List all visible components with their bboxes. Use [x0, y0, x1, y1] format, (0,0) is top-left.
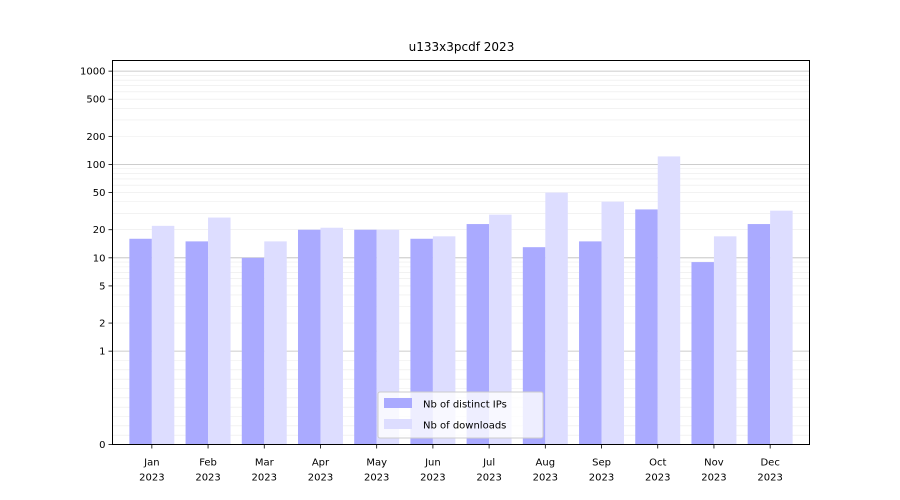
- bar-downloads-mar: [264, 241, 287, 445]
- x-tick-label: Oct 2023: [645, 458, 670, 484]
- y-tick-label: 50: [93, 188, 106, 199]
- bar-distinct-ips-sep: [579, 241, 602, 445]
- chart-title: u133x3pcdf 2023: [409, 40, 515, 54]
- plot-frame: [112, 60, 810, 445]
- bar-distinct-ips-nov: [691, 262, 714, 445]
- x-tick-label: Jan 2023: [139, 458, 164, 484]
- y-tick-label: 500: [86, 95, 105, 106]
- y-tick-label: 200: [86, 132, 105, 143]
- bar-distinct-ips-feb: [185, 241, 209, 445]
- legend-box: [377, 391, 544, 439]
- y-tick-label: 5: [99, 281, 105, 292]
- x-tick-label: Feb 2023: [195, 458, 220, 484]
- y-tick-label: 20: [93, 225, 106, 236]
- legend-label-downloads: Nb of downloads: [423, 421, 506, 432]
- y-tick-label: 100: [86, 160, 105, 171]
- x-tick-label: Sep 2023: [589, 458, 614, 484]
- y-tick-label: 0: [99, 440, 105, 451]
- bar-distinct-ips-jul: [466, 224, 490, 445]
- bar-downloads-dec: [770, 210, 793, 445]
- x-tick-label: Aug 2023: [533, 458, 558, 484]
- bar-downloads-jul: [489, 214, 512, 445]
- bar-downloads-nov: [713, 236, 737, 445]
- legend-swatch-downloads: [384, 419, 412, 429]
- bar-downloads-aug: [545, 192, 568, 445]
- x-tick-label: Mar 2023: [252, 458, 277, 484]
- legend-swatch-distinct-ips: [384, 398, 412, 408]
- bar-distinct-ips-apr: [297, 229, 321, 445]
- bar-distinct-ips-jan: [129, 238, 152, 445]
- bar-distinct-ips-oct: [635, 209, 658, 445]
- y-tick-label: 1: [99, 347, 105, 358]
- x-tick-label: Jun 2023: [420, 458, 445, 484]
- bar-downloads-apr: [320, 227, 343, 445]
- bar-distinct-ips-may: [354, 229, 377, 445]
- bar-downloads-sep: [601, 201, 625, 445]
- y-tick-label: 10: [93, 253, 106, 264]
- x-tick-label: Jul 2023: [476, 458, 501, 484]
- bar-distinct-ips-mar: [241, 257, 265, 445]
- bar-downloads-jan: [151, 225, 175, 445]
- bar-distinct-ips-dec: [747, 224, 771, 445]
- legend: Nb of distinct IPs Nb of downloads: [377, 391, 544, 439]
- y-tick-label: 1000: [80, 67, 105, 78]
- bar-downloads-may: [376, 229, 400, 445]
- x-tick-label: Apr 2023: [308, 458, 333, 484]
- x-tick-label: May 2023: [364, 458, 389, 484]
- bar-downloads-oct: [657, 156, 681, 445]
- bar-downloads-feb: [208, 217, 231, 445]
- y-tick-label: 2: [99, 319, 105, 330]
- y-axis-ticks: 0 1 2 5 10 20 50 100 200 500 1000: [80, 67, 113, 451]
- x-tick-label: Nov 2023: [701, 458, 726, 484]
- x-tick-label: Dec 2023: [757, 458, 782, 484]
- legend-label-distinct-ips: Nb of distinct IPs: [423, 400, 507, 411]
- x-axis-ticks: Jan 2023 Feb 2023 Mar 2023 Apr 2023 May 2023 Jun 20…: [139, 444, 783, 484]
